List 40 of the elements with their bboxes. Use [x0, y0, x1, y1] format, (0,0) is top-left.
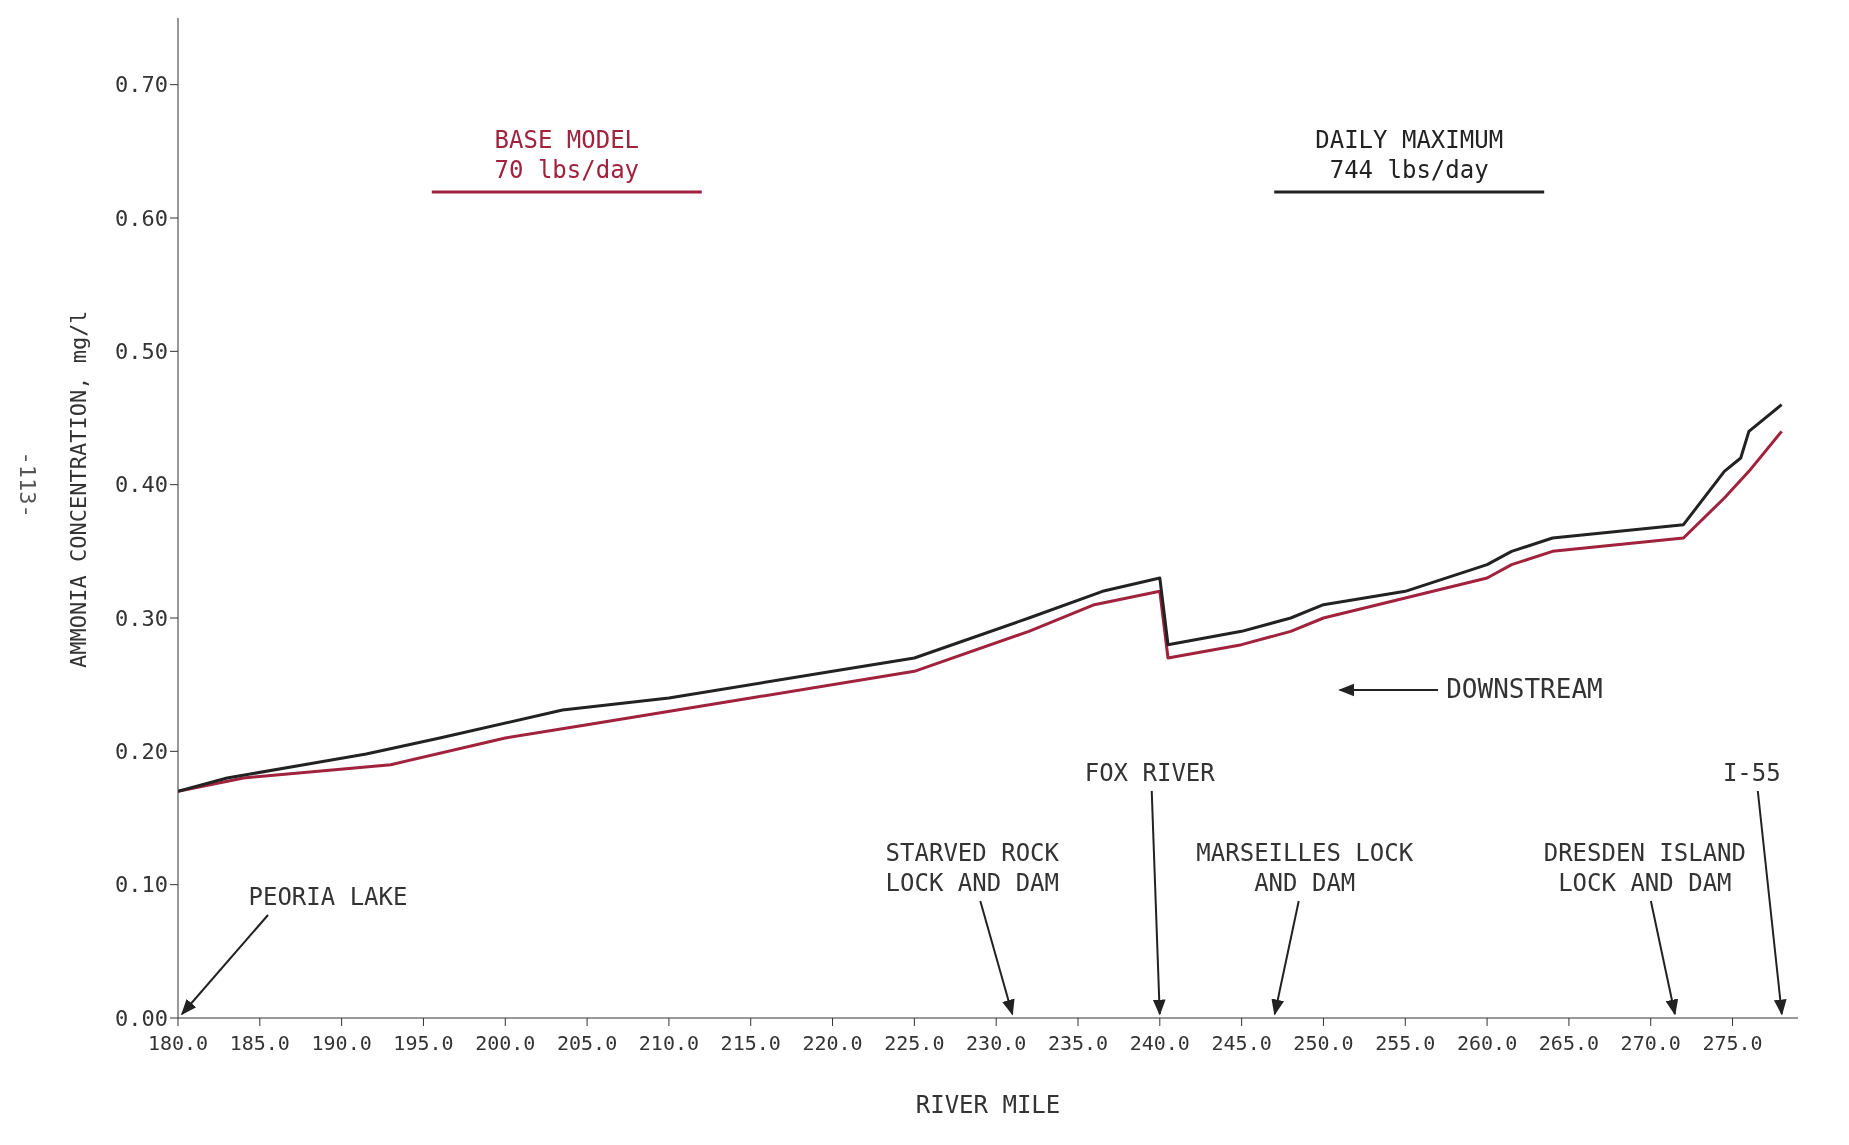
x-tick-label: 230.0: [966, 1031, 1027, 1055]
x-tick-label: 255.0: [1375, 1031, 1436, 1055]
text: DAILY MAXIMUM 744 lbs/day: [1315, 126, 1504, 184]
annotation: STARVED ROCK LOCK AND DAM: [885, 839, 1060, 897]
y-tick-label: 0.10: [115, 872, 168, 898]
x-tick-label: 205.0: [556, 1031, 618, 1055]
text: BASE MODEL 70 lbs/day: [494, 126, 640, 184]
x-tick-label: 235.0: [1047, 1031, 1109, 1055]
y-tick-label: 0.00: [115, 1005, 168, 1031]
y-tick-label: 0.40: [115, 472, 168, 498]
x-tick-label: 270.0: [1620, 1031, 1681, 1055]
x-axis-title: RIVER MILE: [915, 1091, 1061, 1119]
annotation: DRESDEN ISLAND LOCK AND DAM: [1543, 839, 1747, 897]
x-tick-label: 210.0: [638, 1031, 700, 1055]
x-tick-label: 180.0: [147, 1031, 209, 1055]
y-tick-label: 0.30: [115, 605, 168, 631]
y-tick-label: 0.70: [115, 72, 168, 98]
y-tick-label: 0.50: [115, 339, 168, 365]
x-tick-label: 200.0: [475, 1031, 536, 1055]
annotation: I-55: [1722, 759, 1781, 787]
x-tick-label: 225.0: [884, 1031, 945, 1055]
y-tick-label: 0.20: [115, 739, 168, 765]
x-tick-label: 260.0: [1456, 1031, 1518, 1055]
x-tick-label: 220.0: [802, 1031, 863, 1055]
x-tick-label: 245.0: [1211, 1031, 1272, 1055]
y-tick-label: 0.60: [115, 205, 168, 231]
x-tick-label: 190.0: [311, 1031, 372, 1055]
y-axis-title: AMMONIA CONCENTRATION, mg/l: [65, 310, 91, 668]
annotation: PEORIA LAKE: [248, 883, 408, 911]
text: -113-: [15, 451, 40, 518]
x-tick-label: 185.0: [229, 1031, 290, 1055]
annotation: MARSEILLES LOCK AND DAM: [1196, 839, 1414, 897]
x-tick-label: 195.0: [393, 1031, 454, 1055]
x-tick-label: 215.0: [720, 1031, 781, 1055]
x-tick-label: 250.0: [1293, 1031, 1354, 1055]
x-tick-label: 275.0: [1702, 1031, 1763, 1055]
x-tick-label: 240.0: [1129, 1031, 1190, 1055]
annotation: FOX RIVER: [1084, 759, 1216, 787]
annotation: DOWNSTREAM: [1446, 674, 1603, 704]
x-tick-label: 265.0: [1538, 1031, 1600, 1055]
